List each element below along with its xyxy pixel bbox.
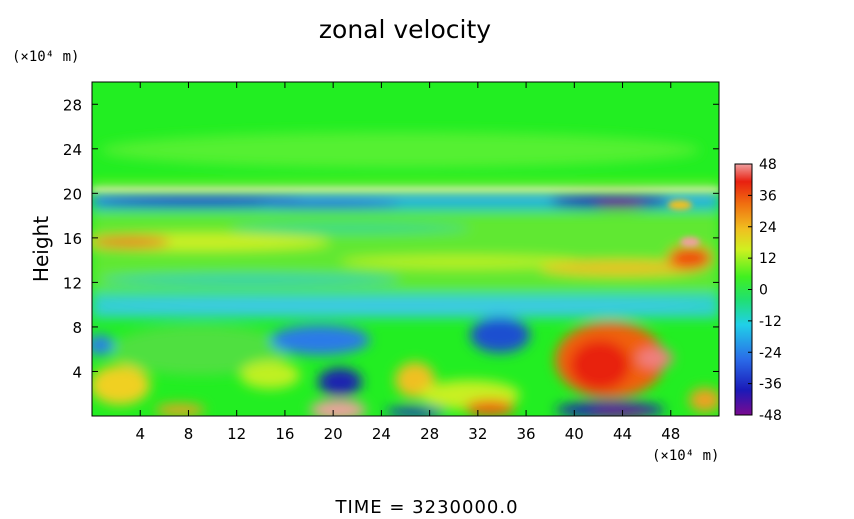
y-unit-label: (×10⁴ m) bbox=[12, 49, 79, 65]
colorbar-tick-label: 12 bbox=[759, 251, 777, 267]
heatmap-field bbox=[92, 82, 719, 416]
x-tick-label: 20 bbox=[324, 425, 343, 443]
x-tick-label: 32 bbox=[468, 425, 487, 443]
x-tick-label: 28 bbox=[420, 425, 439, 443]
colorbar-tick-label: 24 bbox=[759, 220, 777, 236]
y-axis-label: Height bbox=[29, 216, 53, 282]
colorbar-tick-label: 0 bbox=[759, 283, 768, 299]
y-tick-label: 16 bbox=[63, 230, 82, 248]
colorbar-tick-label: -48 bbox=[759, 408, 782, 424]
y-tick-label: 28 bbox=[63, 96, 82, 114]
colorbar-tick-label: 48 bbox=[759, 157, 777, 173]
y-tick-label: 20 bbox=[63, 185, 82, 203]
x-tick-label: 8 bbox=[184, 425, 194, 443]
chart-title: zonal velocity bbox=[319, 15, 491, 44]
x-tick-label: 48 bbox=[661, 425, 680, 443]
x-axis: 4 8 12 16 20 24 28 32 36 40 44 48 bbox=[135, 82, 680, 443]
time-footer: TIME = 3230000.0 bbox=[335, 497, 519, 518]
y-axis: 4 8 12 16 20 24 28 bbox=[63, 96, 719, 381]
x-tick-label: 44 bbox=[613, 425, 632, 443]
y-tick-label: 8 bbox=[72, 319, 82, 337]
plot-frame bbox=[91, 81, 720, 417]
colorbar-ticks: 48 36 24 12 0 -12 -24 -36 -48 bbox=[748, 157, 782, 424]
x-tick-label: 12 bbox=[227, 425, 246, 443]
y-tick-label: 12 bbox=[63, 274, 82, 292]
colorbar-tick-label: 36 bbox=[759, 188, 777, 204]
colorbar-tick-label: -12 bbox=[759, 314, 782, 330]
x-tick-label: 16 bbox=[275, 425, 294, 443]
x-tick-label: 40 bbox=[565, 425, 584, 443]
colorbar-tick-label: -24 bbox=[759, 345, 782, 361]
x-tick-label: 36 bbox=[517, 425, 536, 443]
colorbar-tick-label: -36 bbox=[759, 377, 782, 393]
x-tick-label: 4 bbox=[135, 425, 145, 443]
x-tick-label: 24 bbox=[372, 425, 391, 443]
y-tick-label: 24 bbox=[63, 141, 82, 159]
x-unit-label: (×10⁴ m) bbox=[652, 448, 719, 464]
y-tick-label: 4 bbox=[72, 363, 82, 381]
